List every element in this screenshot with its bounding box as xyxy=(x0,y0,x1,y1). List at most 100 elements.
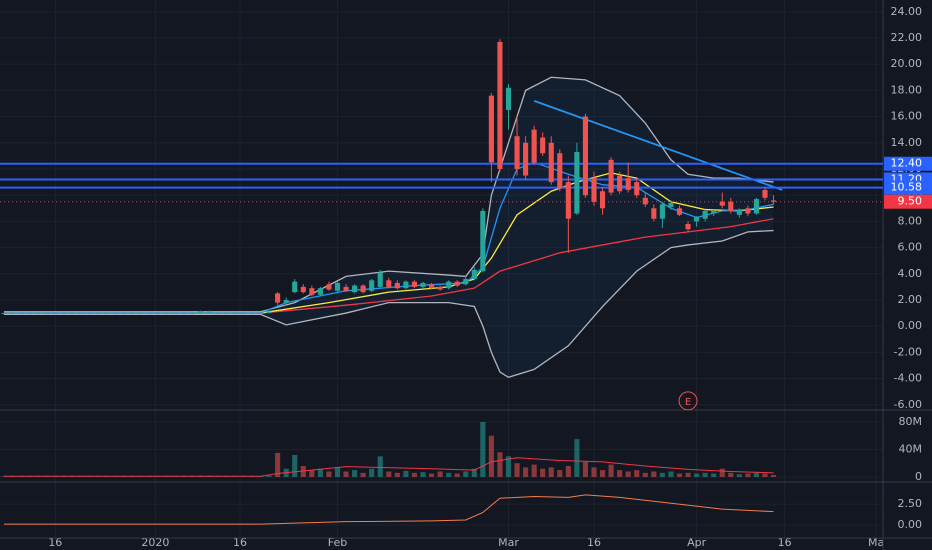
candle-body xyxy=(249,313,255,315)
volume-bar xyxy=(668,471,674,477)
y-tick-label: 0.00 xyxy=(898,319,923,332)
candle-body xyxy=(505,87,512,111)
volume-bar xyxy=(651,471,657,477)
volume-bar xyxy=(719,468,725,477)
volume-bar xyxy=(463,471,469,477)
candle-body xyxy=(189,313,195,315)
y-tick-label: 18.00 xyxy=(891,83,923,96)
candle-body xyxy=(548,142,554,183)
volume-ma xyxy=(4,457,774,477)
volume-bar xyxy=(360,472,366,477)
candle-body xyxy=(659,204,665,219)
x-tick-label: 16 xyxy=(48,536,62,549)
volume-bar xyxy=(753,472,760,477)
candle-body xyxy=(403,281,409,289)
candle-body xyxy=(736,209,742,215)
candle-body xyxy=(112,313,118,315)
candle-body xyxy=(651,208,657,219)
candle-body xyxy=(369,280,375,291)
volume-bar xyxy=(617,470,623,477)
candle-body xyxy=(565,182,571,219)
overlay-line xyxy=(4,172,774,314)
volume-bar xyxy=(471,468,477,477)
volume-bar xyxy=(505,456,512,477)
y-tick-label: 8.00 xyxy=(898,214,923,227)
price-tag-label: 9.50 xyxy=(898,195,923,208)
volume-bar xyxy=(608,464,614,477)
candle-body xyxy=(411,281,418,287)
candle-body xyxy=(86,313,93,315)
volume-bar xyxy=(599,470,606,477)
candle-body xyxy=(198,311,204,314)
volume-bar xyxy=(411,472,418,477)
candle-body xyxy=(745,208,751,214)
volume-bar xyxy=(292,454,298,477)
candle-body xyxy=(480,210,486,272)
candle-body xyxy=(642,197,648,205)
candle-body xyxy=(728,201,734,211)
candle-body xyxy=(420,282,426,287)
x-tick-label: 16 xyxy=(778,536,792,549)
candle-body xyxy=(27,313,33,315)
candle-body xyxy=(437,286,443,290)
volume-bar xyxy=(548,467,554,477)
candle-body xyxy=(138,313,144,315)
event-label: E xyxy=(685,397,691,408)
price-tag xyxy=(884,180,932,195)
candle-body xyxy=(625,178,631,190)
candle-body xyxy=(386,280,392,287)
volume-bar xyxy=(394,472,400,477)
overlay-line xyxy=(4,229,774,378)
volume-bar xyxy=(266,475,272,477)
candle-body xyxy=(215,313,221,315)
volume-bar xyxy=(702,472,708,477)
candle-body xyxy=(719,201,725,206)
band-fill xyxy=(4,77,774,378)
overlay-line xyxy=(533,100,783,191)
y-tick-label: 22.00 xyxy=(891,31,923,44)
y-tick-label: 20.00 xyxy=(891,57,923,70)
volume-bar xyxy=(676,473,683,477)
y-tick-label: -2.00 xyxy=(894,345,922,358)
candle-body xyxy=(172,313,178,315)
y-tick-label: 2.00 xyxy=(898,293,923,306)
candle-body xyxy=(497,41,503,169)
candle-body xyxy=(78,313,84,315)
volume-bar xyxy=(334,467,341,477)
candle-body xyxy=(694,217,700,222)
candle-body xyxy=(617,175,623,192)
candle-body xyxy=(428,284,435,289)
candle-body xyxy=(275,293,281,303)
y-tick-label: 6.00 xyxy=(898,241,923,254)
candle-body xyxy=(1,313,7,315)
x-tick-label: 16 xyxy=(233,536,247,549)
candle-body xyxy=(69,313,75,315)
volume-bar xyxy=(711,473,717,477)
candle-body xyxy=(557,153,563,189)
candle-body xyxy=(121,313,127,315)
volume-bar xyxy=(728,472,734,477)
candle-body xyxy=(266,311,272,314)
event-marker xyxy=(678,391,698,411)
volume-bar xyxy=(343,471,349,477)
y-tick-label: 0.00 xyxy=(898,518,923,531)
price-tag xyxy=(884,156,932,171)
volume-bar xyxy=(437,471,443,477)
candle-body xyxy=(240,313,246,315)
candle-body xyxy=(146,313,152,315)
volume-bar xyxy=(736,474,742,477)
y-tick-label: -4.00 xyxy=(894,372,922,385)
candle-body xyxy=(206,311,212,313)
x-tick-label: Apr xyxy=(687,536,707,549)
price-tag-label: 12.40 xyxy=(891,157,923,170)
candle-body xyxy=(10,313,16,315)
volume-bar xyxy=(531,464,537,477)
volume-bar xyxy=(386,471,392,477)
y-tick-label: -6.00 xyxy=(894,398,922,411)
candle-body xyxy=(702,210,708,219)
candle-body xyxy=(181,313,187,315)
candle-body xyxy=(334,282,341,291)
candle-body xyxy=(471,269,477,280)
